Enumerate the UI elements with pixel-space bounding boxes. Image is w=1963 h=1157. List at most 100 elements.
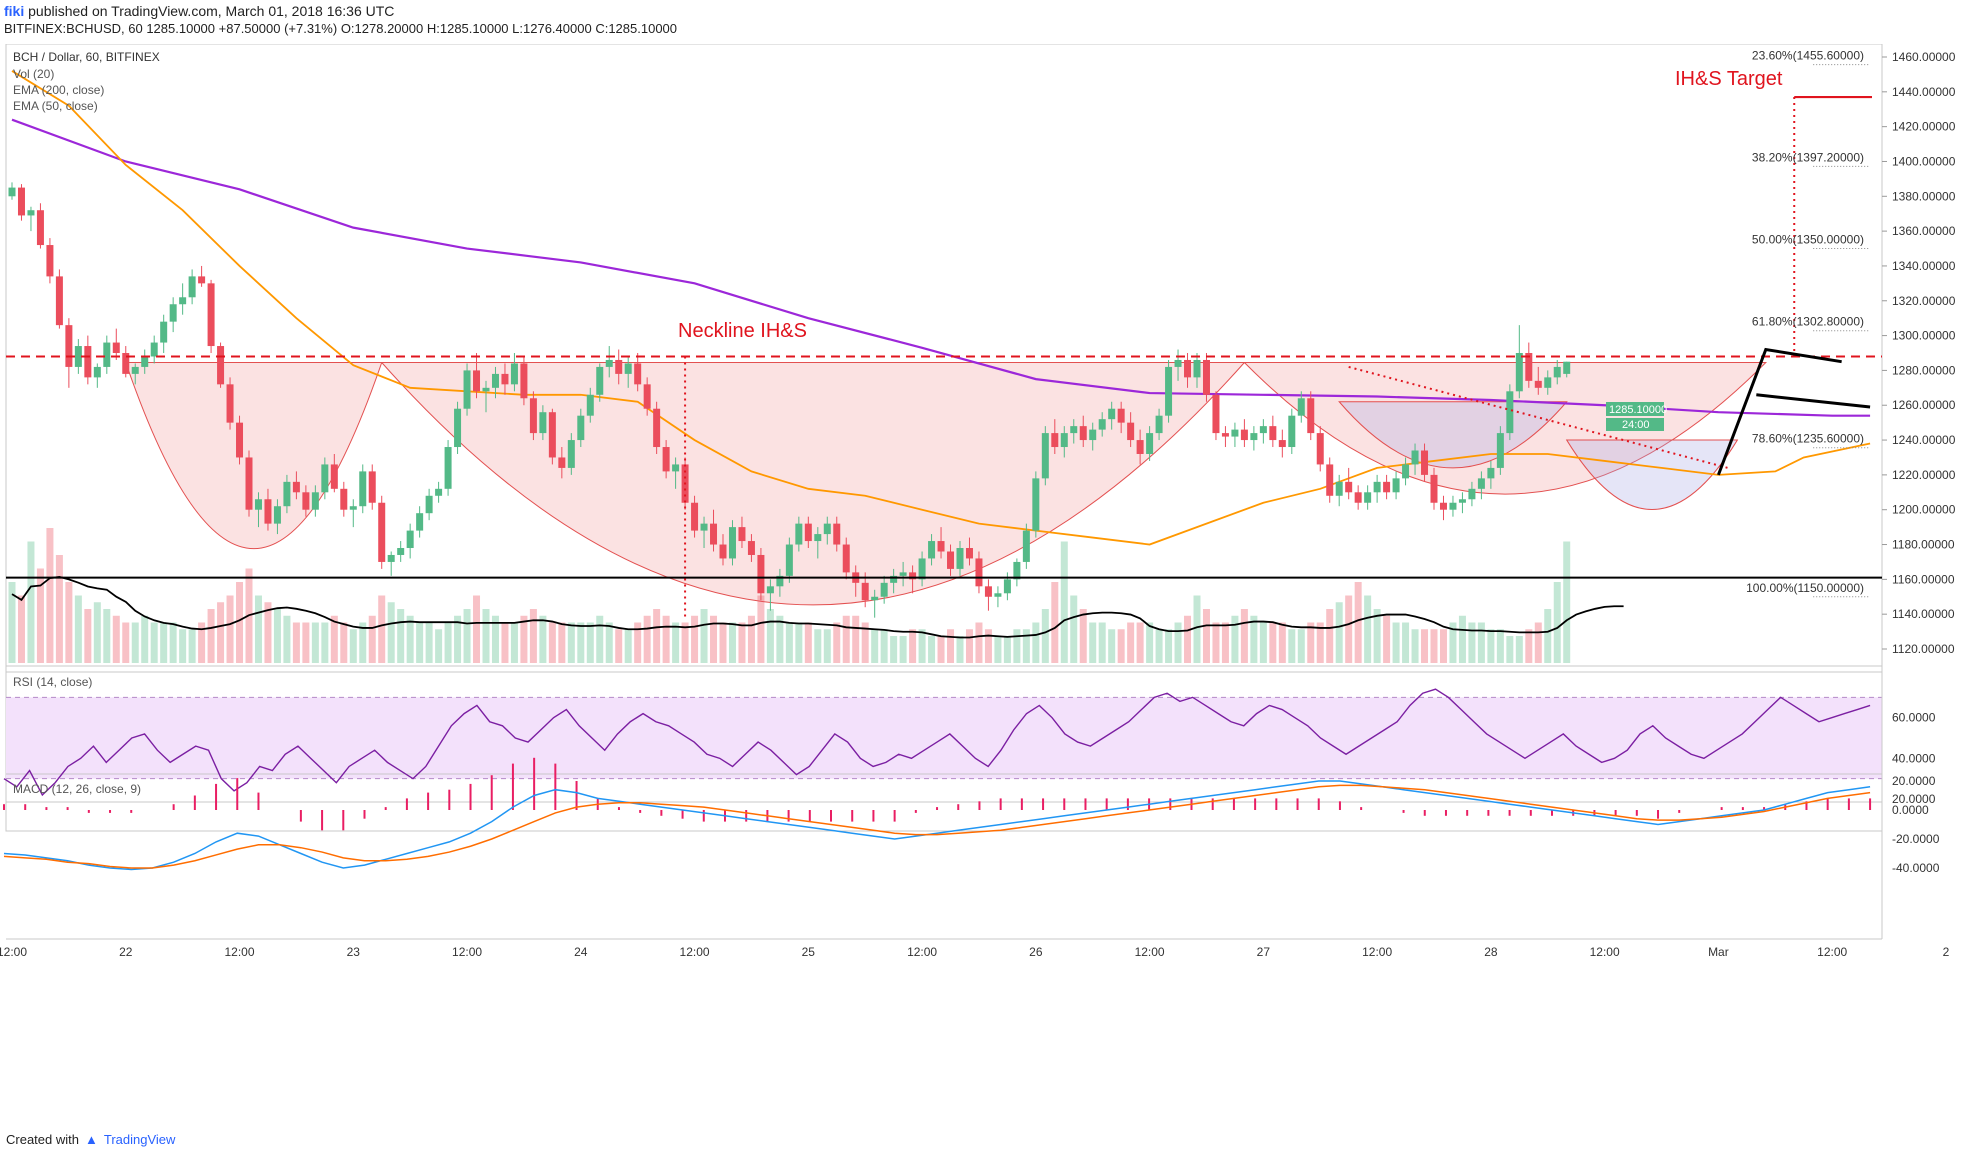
volume-bar [804, 622, 812, 663]
volume-bar [700, 609, 708, 663]
candle-body [1553, 366, 1561, 378]
volume-bar [207, 609, 215, 663]
fib-label: 23.60%(1455.60000) [1752, 49, 1864, 63]
volume-bar [1326, 609, 1334, 663]
volume-bar [710, 615, 718, 663]
volume-bar [1477, 622, 1485, 663]
volume-bar [1553, 582, 1561, 663]
candle-body [1316, 433, 1324, 465]
candle-body [719, 544, 727, 559]
volume-bar [928, 636, 936, 663]
volume-bar [1421, 629, 1429, 663]
candle-body [1155, 415, 1163, 434]
price-tick-label: 1180.00000 [1892, 538, 1955, 552]
time-tick-label: 2 [1943, 945, 1950, 959]
volume-bar [169, 622, 177, 663]
countdown-text: 24:00 [1622, 419, 1650, 431]
candle-body [871, 596, 879, 601]
candle-body [1373, 481, 1381, 493]
axes: 1120.00000 1140.00000 1160.00000 1180.00000… [0, 50, 1956, 959]
volume-bar [975, 622, 983, 663]
candle-body [1240, 429, 1248, 441]
candle-body [349, 506, 357, 510]
last-price-tag [1606, 402, 1664, 416]
time-tick-label: 27 [1257, 945, 1271, 959]
volume-bar [1013, 629, 1021, 663]
candle-body [975, 558, 983, 587]
rsi-line [3, 688, 1871, 797]
candle-body [1477, 478, 1485, 489]
volume-bar [842, 615, 850, 663]
pattern-curve [1243, 361, 1767, 495]
price-tick-label: 1280.00000 [1892, 363, 1956, 377]
time-tick-label: 22 [119, 945, 133, 959]
volume-bar [918, 629, 926, 663]
volume-bar [8, 582, 16, 663]
candle-body [1439, 502, 1447, 510]
volume-bar [131, 622, 139, 663]
candle-body [994, 593, 1002, 597]
candle-body [766, 586, 774, 594]
volume-bar [1487, 629, 1495, 663]
candle-body [662, 447, 670, 472]
volume-bar [1269, 622, 1277, 663]
volume-bar [643, 615, 651, 663]
candle-body [141, 356, 149, 367]
volume-bar [1051, 582, 1059, 663]
candle-body [567, 440, 575, 468]
candle-body [1335, 481, 1343, 496]
candle-body [510, 363, 518, 385]
volume-bar [84, 609, 92, 663]
volume-bar [1136, 622, 1144, 663]
tradingview-brand[interactable]: TradingView [103, 1132, 176, 1147]
candle-body [529, 398, 537, 434]
price-chart[interactable]: 23.60%(1455.60000) 38.20%(1397.20000) 50.0… [0, 44, 1963, 1124]
volume-bar [1212, 622, 1220, 663]
volume-bar [577, 622, 585, 663]
time-tick-label: 12:00 [452, 945, 482, 959]
candle-body [378, 502, 386, 562]
volume-bar [482, 609, 490, 663]
candle-body [1326, 464, 1334, 496]
volume-bar [435, 629, 443, 663]
candle-body [1430, 474, 1438, 503]
author-name[interactable]: fiki [4, 3, 25, 19]
candle-body [624, 363, 632, 374]
footer: Created with ▲ TradingView [6, 1132, 175, 1147]
volume-bar [1240, 609, 1248, 663]
volume-bar [605, 622, 613, 663]
volume-bar [425, 622, 433, 663]
volume-bar [283, 615, 291, 663]
volume-bar [1297, 629, 1305, 663]
volume-bar [188, 629, 196, 663]
close-label: C: [595, 21, 609, 36]
candle-body [757, 554, 765, 594]
close-value: 1285.10000 [608, 21, 678, 36]
volume-ma-line [11, 576, 1624, 639]
macd-line [3, 780, 1871, 871]
legend-vol: Vol (20) [13, 67, 54, 81]
open-label: O: [340, 21, 355, 36]
candle-body [46, 245, 54, 277]
time-tick-label: 12:00 [1362, 945, 1392, 959]
candle-body [150, 342, 158, 357]
volume-bar [444, 622, 452, 663]
candle-body [55, 276, 63, 326]
volume-bar [1041, 609, 1049, 663]
price-tick-label: 1320.00000 [1892, 294, 1956, 308]
volume-bar [1449, 622, 1457, 663]
candle-body [1098, 419, 1106, 430]
candle-body [1003, 579, 1011, 594]
candle-body [1515, 353, 1523, 392]
volume-bar [1430, 629, 1438, 663]
macd-tick-label: 20.0000 [1892, 774, 1936, 788]
volume-bar [728, 622, 736, 663]
candle-body [103, 342, 111, 367]
time-tick-label: 12:00 [1817, 945, 1847, 959]
candle-body [928, 541, 936, 559]
time-tick-label: 12:00 [0, 945, 27, 959]
candle-body [605, 359, 613, 367]
candle-body [330, 464, 338, 489]
volume-bar [937, 636, 945, 663]
candle-body [1288, 415, 1296, 448]
